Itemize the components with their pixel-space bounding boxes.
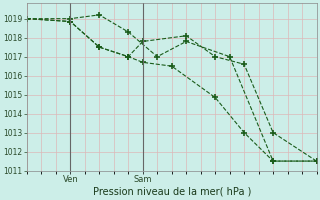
X-axis label: Pression niveau de la mer( hPa ): Pression niveau de la mer( hPa )	[92, 187, 251, 197]
